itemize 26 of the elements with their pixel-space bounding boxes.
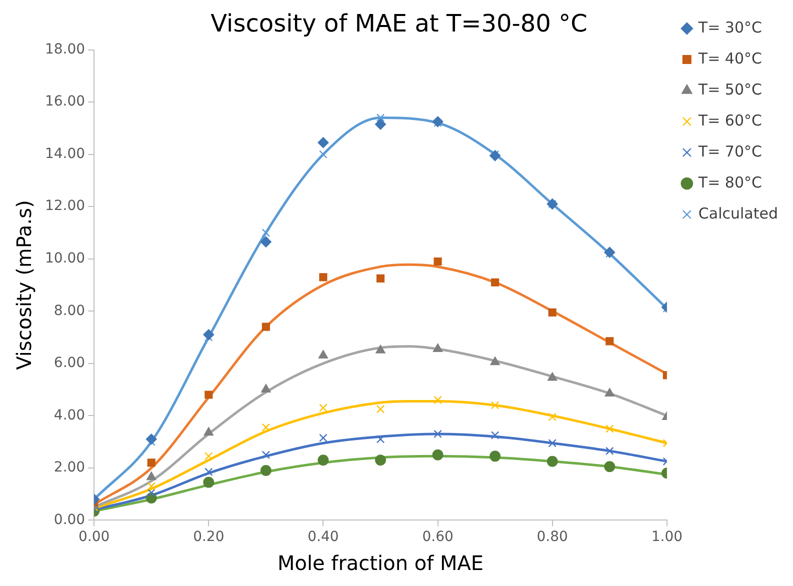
legend-label: T= 40°C	[697, 49, 762, 68]
x-tick-label: 0.20	[193, 529, 224, 546]
y-tick-label: 8.00	[54, 302, 86, 319]
y-tick-label: 6.00	[54, 355, 86, 372]
legend-label: Calculated	[698, 204, 778, 222]
y-tick-label: 4.00	[54, 407, 86, 424]
chart-title: Viscosity of MAE at T=30-80 °C	[210, 10, 588, 38]
x-tick-label: 0.40	[308, 529, 339, 546]
x-tick-label: 1.00	[651, 529, 683, 546]
x-axis-title: Mole fraction of MAE	[277, 551, 484, 576]
y-tick-label: 14.00	[44, 146, 86, 162]
y-tick-label: 0.00	[54, 512, 86, 528]
y-tick-label: 18.00	[44, 41, 86, 58]
x-tick-label: 0.60	[422, 529, 454, 546]
y-axis-title: Viscosity (mPa.s)	[12, 200, 36, 370]
x-tick-label: 0.80	[536, 529, 568, 546]
y-tick-label: 16.00	[44, 94, 86, 110]
y-tick-label: 12.00	[44, 198, 86, 214]
y-tick-label: 10.00	[44, 250, 86, 267]
legend-label: T= 50°C	[697, 80, 762, 98]
x-tick-label: 0.00	[78, 529, 110, 546]
legend-label: T= 80°C	[697, 173, 762, 192]
legend-label: T= 60°C	[697, 111, 762, 130]
legend-label: T= 70°C	[697, 142, 762, 160]
y-tick-label: 2.00	[54, 460, 86, 476]
legend-label: T= 30°C	[697, 18, 762, 36]
